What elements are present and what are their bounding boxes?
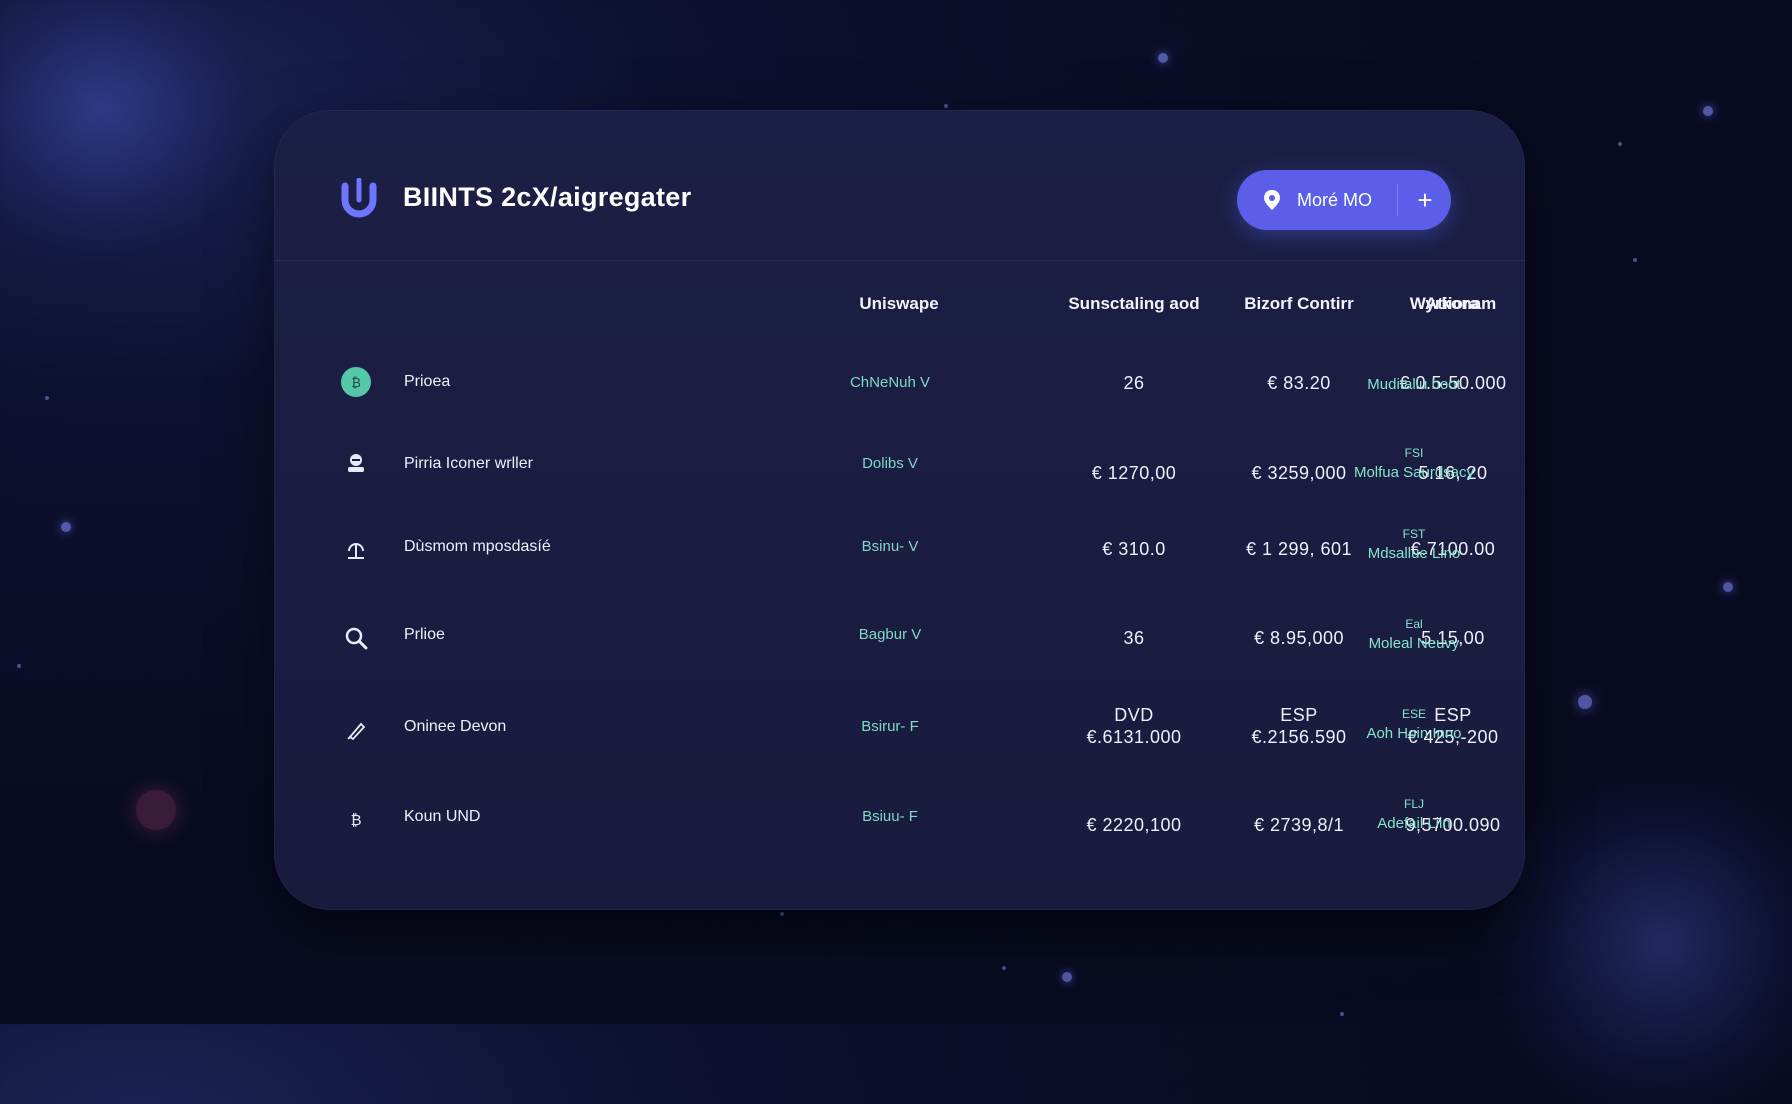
search-icon bbox=[340, 622, 372, 654]
star-dot bbox=[1703, 106, 1713, 116]
row-value-3: € 0.5-50.000 bbox=[1399, 373, 1507, 393]
action-tag: Eal bbox=[1405, 617, 1423, 631]
action-tag: FSI bbox=[1404, 446, 1424, 460]
action-label: Mdsallue Lino bbox=[1367, 545, 1461, 562]
row-value-3-amount: € 425,-200 bbox=[1407, 727, 1499, 747]
star-dot bbox=[136, 790, 176, 830]
row-action-link[interactable]: FSI Molfua Saurdsacy bbox=[1334, 443, 1494, 483]
row-value-3-currency: ESP bbox=[1434, 705, 1472, 725]
row-value-1: 36 bbox=[1123, 628, 1145, 648]
svg-text:₿: ₿ bbox=[350, 811, 361, 829]
row-value-2: € 2739,8/1 bbox=[1253, 815, 1345, 835]
row-value-3: 9,5700.090 bbox=[1405, 815, 1501, 835]
star-dot bbox=[17, 664, 21, 668]
more-button[interactable]: Moré MO + bbox=[1237, 170, 1451, 230]
action-label: Adefail Liin bbox=[1377, 815, 1451, 832]
table-row[interactable]: Prlioe Bagbur V 36 € 8.95,000 5.15,00 Ea… bbox=[274, 614, 1525, 684]
more-button-label: Moré MO bbox=[1297, 189, 1373, 210]
star-dot bbox=[780, 912, 784, 916]
row-value-3: 5.15,00 bbox=[1421, 628, 1485, 648]
row-value-3: ESP € 425,-200 bbox=[1373, 704, 1533, 748]
star-dot bbox=[1158, 53, 1168, 63]
row-name: Prlioe bbox=[404, 626, 445, 643]
button-divider bbox=[1397, 184, 1398, 216]
table-row[interactable]: ₿ Prioea ChNeNuh V 26 € 83.20 € 0.5-50.0… bbox=[274, 350, 1525, 420]
location-pin-icon bbox=[1264, 190, 1280, 210]
action-tag: ESE bbox=[1401, 707, 1426, 721]
action-tag: FST bbox=[1402, 527, 1426, 541]
star-dot bbox=[1002, 966, 1006, 970]
action-label: Molfua Saurdsacy bbox=[1353, 464, 1475, 481]
row-value-2: ESP €.2156.590 bbox=[1219, 704, 1379, 748]
row-dex: Bsirur- F bbox=[861, 718, 919, 735]
action-label: Aoh Hoin Inno bbox=[1366, 725, 1462, 742]
row-dex: Dolibs V bbox=[862, 455, 918, 472]
background-glow-top-left bbox=[0, 0, 260, 260]
column-header-3[interactable]: Bizorf Contirr bbox=[1244, 294, 1354, 313]
app-title: BIINTS 2cX/aigregater bbox=[403, 182, 692, 212]
row-action-link[interactable]: Muditaliu boot bbox=[1334, 375, 1494, 395]
row-value-1-amount: €.6131.000 bbox=[1086, 727, 1182, 747]
row-value-1: DVD €.6131.000 bbox=[1054, 704, 1214, 748]
star-dot bbox=[1340, 1012, 1344, 1016]
bitcoin-icon: ₿ bbox=[340, 804, 372, 836]
pen-icon bbox=[340, 714, 372, 746]
row-value-2: € 8.95,000 bbox=[1253, 628, 1345, 648]
row-name: Koun UND bbox=[404, 808, 481, 825]
svg-text:₿: ₿ bbox=[351, 376, 361, 391]
table-row[interactable]: Dùsmom mposdasíé Bsinu- V € 310.0 € 1 29… bbox=[274, 524, 1525, 594]
star-dot bbox=[1062, 972, 1072, 982]
row-action-link[interactable]: FLJ Adefail Liin bbox=[1334, 794, 1494, 834]
column-header-2[interactable]: Sunsctaling aod bbox=[1068, 294, 1200, 313]
row-value-1: € 310.0 bbox=[1102, 539, 1166, 559]
action-tag: FLJ bbox=[1403, 797, 1424, 811]
column-header-4[interactable]: Wyrkonam bbox=[1409, 294, 1497, 313]
user-icon bbox=[340, 447, 372, 479]
row-action-link[interactable]: ESE Aoh Hoin Inno bbox=[1334, 704, 1494, 744]
row-value-1: 26 bbox=[1123, 373, 1145, 393]
row-name: Pirria Iconer wrller bbox=[404, 455, 533, 472]
star-dot bbox=[1723, 582, 1733, 592]
column-header-actions[interactable]: Atiiora bbox=[1425, 294, 1479, 313]
table-row[interactable]: ₿ Koun UND Bsiuu- F € 2220,100 € 2739,8/… bbox=[274, 794, 1525, 864]
row-value-3: €.7100.00 bbox=[1410, 539, 1496, 559]
row-value-1-currency: DVD bbox=[1114, 705, 1154, 725]
table-row[interactable]: Oninee Devon Bsirur- F DVD €.6131.000 ES… bbox=[274, 704, 1525, 774]
coin-icon: ₿ bbox=[340, 366, 372, 398]
row-name: Oninee Devon bbox=[404, 718, 507, 735]
star-dot bbox=[1578, 695, 1592, 709]
star-dot bbox=[61, 522, 71, 532]
row-dex: Bsinu- V bbox=[861, 538, 919, 555]
row-value-1: € 2220,100 bbox=[1086, 815, 1182, 835]
row-action-link[interactable]: FST Mdsallue Lino bbox=[1334, 524, 1494, 564]
star-dot bbox=[1633, 258, 1637, 262]
table-row[interactable]: Pirria Iconer wrller Dolibs V € 1270,00 … bbox=[274, 435, 1525, 505]
add-button[interactable]: + bbox=[1417, 184, 1433, 215]
row-value-2: € 3259,000 bbox=[1251, 463, 1347, 483]
row-value-2: € 1 299, 601 bbox=[1245, 539, 1353, 559]
row-dex: Bagbur V bbox=[858, 626, 922, 643]
row-value-1: € 1270,00 bbox=[1091, 463, 1177, 483]
star-dot bbox=[1618, 142, 1622, 146]
panel-header: BIINTS 2cX/aigregater Moré MO + bbox=[274, 110, 1525, 261]
row-dex: ChNeNuh V bbox=[849, 374, 931, 391]
star-dot bbox=[944, 104, 948, 108]
row-value-2-currency: ESP bbox=[1280, 705, 1318, 725]
magnet-icon bbox=[341, 178, 377, 218]
row-value-2-amount: €.2156.590 bbox=[1251, 727, 1347, 747]
star-dot bbox=[45, 396, 49, 400]
row-value-2: € 83.20 bbox=[1267, 373, 1331, 393]
upload-icon bbox=[340, 534, 372, 566]
column-header-uniswape[interactable]: Uniswape bbox=[859, 294, 939, 313]
row-action-link[interactable]: Eal Moleal Neuvy bbox=[1334, 614, 1494, 654]
row-name: Prioea bbox=[404, 373, 451, 390]
action-label: Muditaliu boot bbox=[1367, 376, 1461, 393]
action-label: Moleal Neuvy bbox=[1368, 635, 1460, 652]
row-dex: Bsiuu- F bbox=[862, 808, 918, 825]
aggregator-panel: BIINTS 2cX/aigregater Moré MO + Uniswape… bbox=[274, 110, 1525, 910]
row-value-3: 5.16, 20 bbox=[1418, 463, 1488, 483]
row-name: Dùsmom mposdasíé bbox=[404, 538, 551, 555]
